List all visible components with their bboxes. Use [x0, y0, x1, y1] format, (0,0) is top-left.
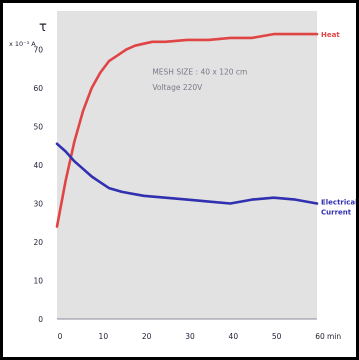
y-tick-label: 0 [38, 315, 43, 324]
annotation-voltage: Voltage 220V [152, 83, 203, 92]
y-tick-label: 50 [33, 123, 43, 132]
y-tick-label: 60 [33, 84, 43, 93]
series-label-electrical: Electrical [321, 199, 356, 207]
plot-area [57, 11, 317, 319]
line-chart: 0 10 20 30 40 50 60 70 0 10 20 30 40 50 60 τ x 10⁻³ A… [9, 11, 356, 341]
x-tick-label: 50 [272, 332, 282, 341]
annotation-mesh-size: MESH SIZE : 40 x 120 cm [152, 68, 247, 77]
x-tick-label: 60 [315, 332, 325, 341]
y-axis-unit: x 10⁻³ A [9, 40, 36, 48]
y-tick-label: 20 [33, 238, 43, 247]
x-axis: 0 10 20 30 40 50 60 [58, 332, 325, 341]
y-axis-symbol: τ [39, 20, 47, 35]
series-line-heat [55, 32, 319, 228]
x-tick-label: 30 [185, 332, 195, 341]
y-tick-label: 70 [33, 46, 43, 55]
series-label-heat: Heat [321, 31, 340, 39]
y-axis: 0 10 20 30 40 50 60 70 [33, 46, 43, 325]
series-group [55, 32, 319, 228]
x-tick-label: 20 [142, 332, 152, 341]
series-label-current: Current [321, 209, 352, 217]
x-tick-label: 40 [229, 332, 239, 341]
y-tick-label: 40 [33, 161, 43, 170]
chart-card: 0 10 20 30 40 50 60 70 0 10 20 30 40 50 60 τ x 10⁻³ A… [3, 3, 356, 357]
series-line-electrical-current [55, 142, 319, 205]
x-tick-label: 0 [58, 332, 63, 341]
y-tick-label: 10 [33, 277, 43, 286]
y-tick-label: 30 [33, 200, 43, 209]
x-axis-unit: min [327, 332, 341, 341]
x-tick-label: 10 [99, 332, 109, 341]
